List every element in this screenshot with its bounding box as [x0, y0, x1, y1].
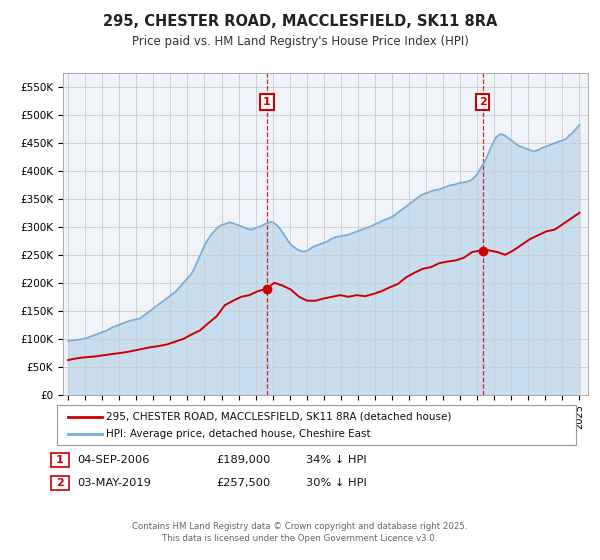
- Text: 295, CHESTER ROAD, MACCLESFIELD, SK11 8RA: 295, CHESTER ROAD, MACCLESFIELD, SK11 8R…: [103, 14, 497, 29]
- Text: £189,000: £189,000: [216, 455, 271, 465]
- Text: £257,500: £257,500: [216, 478, 270, 488]
- Text: 03-MAY-2019: 03-MAY-2019: [77, 478, 151, 488]
- Text: 04-SEP-2006: 04-SEP-2006: [77, 455, 149, 465]
- Text: 30% ↓ HPI: 30% ↓ HPI: [306, 478, 367, 488]
- Text: 295, CHESTER ROAD, MACCLESFIELD, SK11 8RA (detached house): 295, CHESTER ROAD, MACCLESFIELD, SK11 8R…: [106, 412, 452, 422]
- Text: 2: 2: [56, 478, 64, 488]
- Text: 34% ↓ HPI: 34% ↓ HPI: [306, 455, 367, 465]
- Text: 2: 2: [479, 97, 487, 107]
- Text: 1: 1: [263, 97, 271, 107]
- Text: Contains HM Land Registry data © Crown copyright and database right 2025.
This d: Contains HM Land Registry data © Crown c…: [132, 522, 468, 543]
- Text: 1: 1: [56, 455, 64, 465]
- Text: Price paid vs. HM Land Registry's House Price Index (HPI): Price paid vs. HM Land Registry's House …: [131, 35, 469, 48]
- Text: HPI: Average price, detached house, Cheshire East: HPI: Average price, detached house, Ches…: [106, 429, 371, 439]
